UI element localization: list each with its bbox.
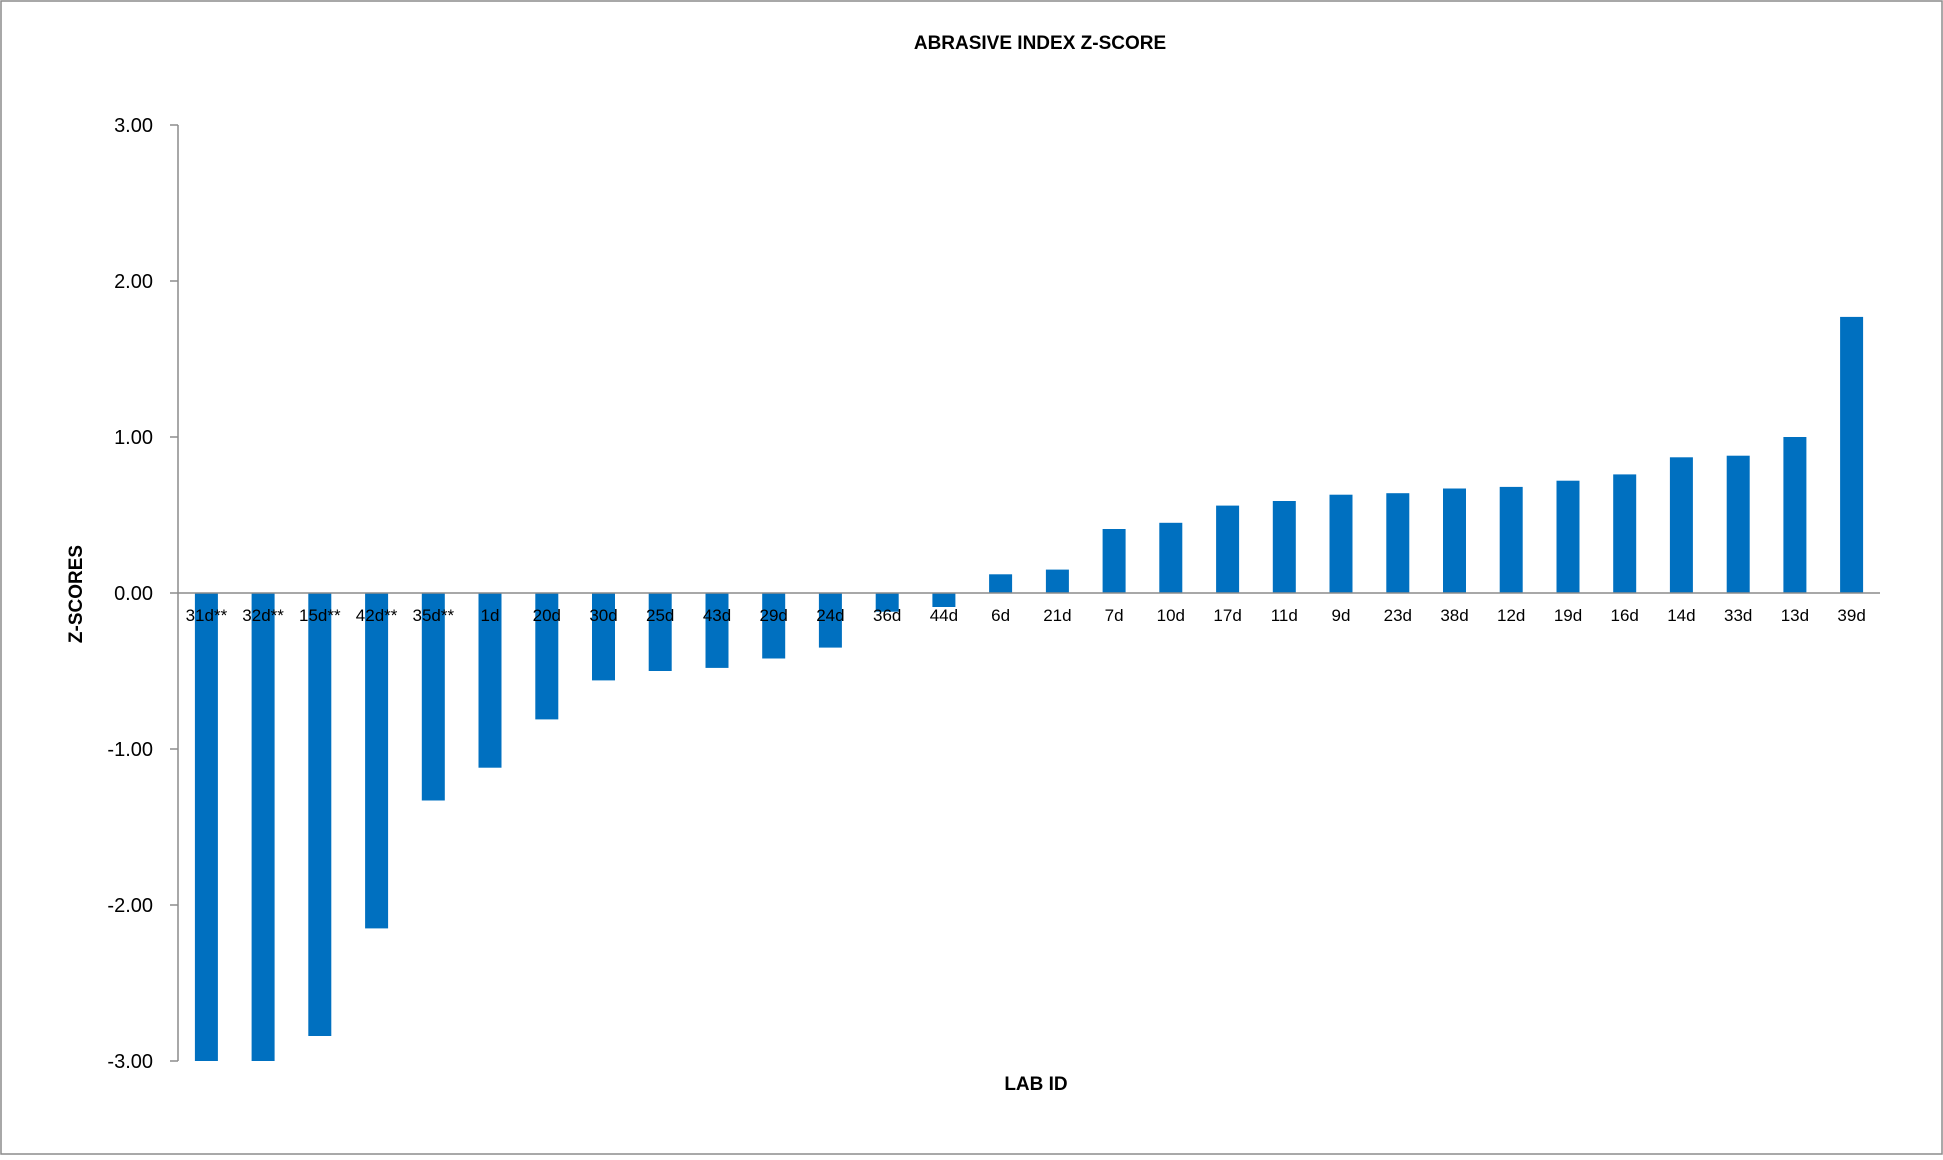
x-tick-label: 38d	[1440, 606, 1468, 625]
bar-9d	[1329, 494, 1353, 593]
x-tick-label: 25d	[646, 606, 674, 625]
bar-21d	[1045, 569, 1069, 593]
bar-6d	[989, 574, 1013, 593]
bar-15dstarstar	[308, 593, 332, 1036]
bar-13d	[1783, 437, 1807, 593]
bar-39d	[1840, 316, 1864, 593]
bar-12d	[1499, 486, 1523, 593]
x-tick-label: 36d	[873, 606, 901, 625]
bar-42dstarstar	[365, 593, 389, 929]
x-tick-label: 6d	[991, 606, 1010, 625]
x-tick-label: 9d	[1332, 606, 1351, 625]
x-axis-title: LAB ID	[1004, 1074, 1067, 1095]
y-tick-label: -3.00	[107, 1051, 153, 1073]
x-tick-label: 23d	[1384, 606, 1412, 625]
x-tick-label: 11d	[1271, 606, 1298, 625]
bar-38d	[1443, 488, 1466, 593]
x-tick-label: 17d	[1213, 606, 1241, 625]
x-tick-labels: 31d** 32d** 15d** 42d** 35d** 1d 20d 30d 25d 43d 2…	[186, 606, 1866, 625]
bar-29d	[762, 593, 786, 659]
x-tick-label: 30d	[589, 606, 617, 625]
bar-14d	[1669, 457, 1693, 593]
bar-31dstarstar	[194, 593, 218, 1061]
x-tick-label: 43d	[703, 606, 731, 625]
x-tick-label: 1d	[481, 606, 500, 625]
x-tick-label: 13d	[1781, 606, 1809, 625]
x-tick-label: 7d	[1105, 606, 1124, 625]
bar-33d	[1726, 455, 1750, 593]
x-tick-label: 32d**	[242, 606, 284, 625]
bar-20d	[535, 593, 559, 720]
x-tick-label: 14d	[1667, 606, 1695, 625]
axes-layer	[170, 124, 1880, 1062]
x-tick-label: 12d	[1497, 606, 1525, 625]
x-tick-label: 44d	[930, 606, 958, 625]
x-tick-label: 15d**	[299, 606, 341, 625]
x-tick-label: 42d**	[356, 606, 398, 625]
bar-17d	[1216, 505, 1240, 593]
bar-44d	[932, 593, 956, 607]
y-axis-title: Z-SCORES	[66, 545, 87, 643]
y-tick-labels: 3.00 2.00 1.00 0.00 -1.00 -2.00 -3.00	[107, 115, 153, 1073]
bar-25d	[648, 593, 672, 671]
x-tick-label: 35d**	[412, 606, 454, 625]
bar-16d	[1613, 474, 1637, 593]
bar-19d	[1556, 480, 1580, 593]
x-tick-label: 19d	[1554, 606, 1582, 625]
y-tick-label: 0.00	[114, 583, 153, 605]
x-tick-label: 16d	[1611, 606, 1639, 625]
bar-43d	[705, 593, 729, 668]
y-tick-label: 1.00	[114, 427, 153, 449]
bar-11d	[1272, 501, 1296, 593]
x-tick-label: 20d	[533, 606, 561, 625]
y-tick-label: 2.00	[114, 271, 153, 293]
chart-title: ABRASIVE INDEX Z-SCORE	[914, 33, 1166, 54]
bar-7d	[1102, 529, 1126, 593]
bar-30d	[592, 593, 615, 681]
bar-10d	[1159, 522, 1183, 593]
x-tick-label: 21d	[1043, 606, 1071, 625]
y-tick-label: -1.00	[107, 739, 153, 761]
bars-layer	[194, 316, 1864, 1061]
bar-35dstarstar	[421, 593, 445, 801]
y-tick-label: 3.00	[114, 115, 153, 137]
y-tick-label: -2.00	[107, 895, 153, 917]
x-tick-label: 24d	[816, 606, 844, 625]
bar-23d	[1386, 493, 1410, 593]
x-tick-label: 39d	[1837, 606, 1865, 625]
bar-36d	[875, 593, 899, 612]
bar-32dstarstar	[251, 593, 275, 1061]
bar-24d	[818, 593, 842, 648]
x-tick-label: 33d	[1724, 606, 1752, 625]
x-tick-label: 10d	[1157, 606, 1185, 625]
bar-1d	[478, 593, 502, 768]
x-tick-label: 31d**	[186, 606, 228, 625]
x-tick-label: 29d	[760, 606, 788, 625]
